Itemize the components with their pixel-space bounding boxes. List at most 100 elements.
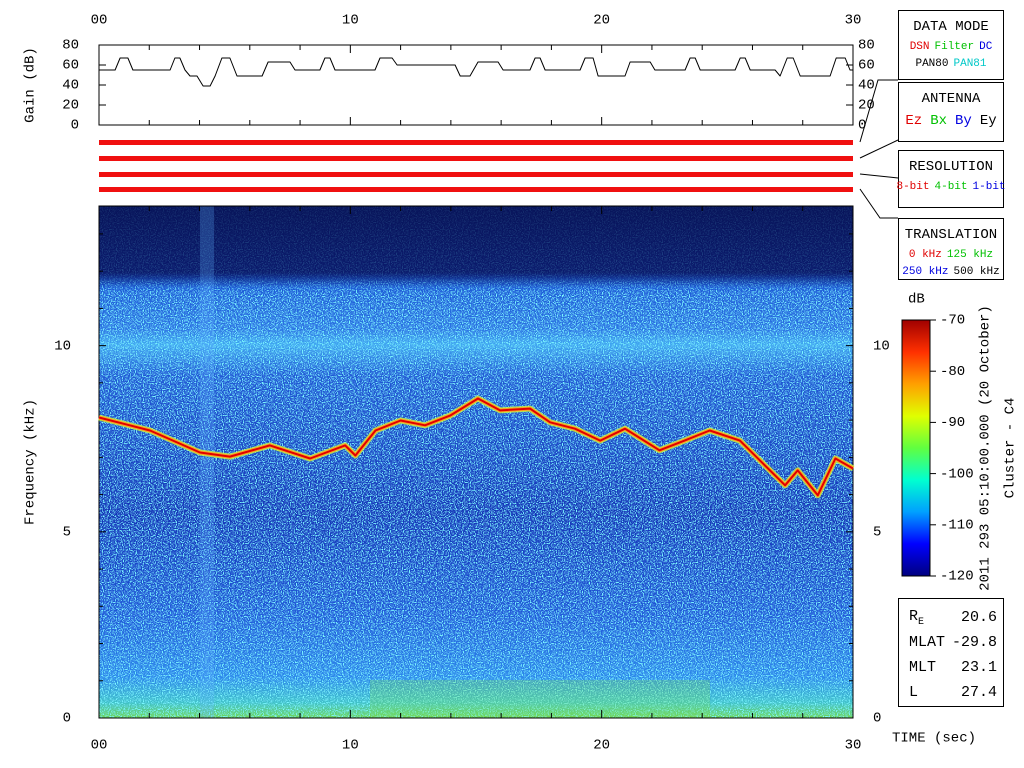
y-tick-label: 20 xyxy=(858,98,875,114)
panel-item: DSN xyxy=(909,41,930,53)
panel-item: 8-bit xyxy=(896,181,930,193)
info-box: RE 20.6 MLAT -29.8 MLT 23.1 L 27.4 xyxy=(898,598,1004,707)
panel-item: PAN81 xyxy=(953,58,987,70)
mode-bar xyxy=(99,140,853,145)
panel-item: PAN80 xyxy=(915,58,949,70)
y-tick-label: 10 xyxy=(873,338,890,354)
connectors xyxy=(859,79,899,219)
x-axis-label: TIME (sec) xyxy=(892,731,976,747)
mode-bar xyxy=(99,172,853,177)
x-tick-label: 10 xyxy=(342,738,359,754)
panel: ANTENNA Ez Bx By Ey xyxy=(898,82,1004,142)
info-value: 27.4 xyxy=(960,684,997,701)
panel-item: By xyxy=(955,113,972,129)
panel: TRANSLATION 0 kHz 125 kHz 250 kHz 500 kHz xyxy=(898,218,1004,280)
panel-row: Ez Bx By Ey xyxy=(899,113,1003,129)
info-row: L 27.4 xyxy=(909,680,997,705)
x-tick-label: 00 xyxy=(91,13,108,29)
info-row: MLAT -29.8 xyxy=(909,630,997,655)
spectrogram-image xyxy=(99,206,853,718)
colorbar-tick-label: -90 xyxy=(940,415,965,431)
colorbar-tick-label: -70 xyxy=(940,313,965,329)
y-tick-label: 80 xyxy=(858,38,875,54)
colorbar-tick-label: -120 xyxy=(940,569,974,585)
panel-item: Bx xyxy=(930,113,947,129)
mode-bars xyxy=(99,140,853,192)
panel-row: DSN Filter DC xyxy=(899,41,1003,53)
info-row: MLT 23.1 xyxy=(909,655,997,680)
panel: DATA MODE DSN Filter DC PAN80 PAN81 xyxy=(898,10,1004,80)
panel-item: DC xyxy=(979,41,993,53)
x-tick-label: 10 xyxy=(342,13,359,29)
y-tick-label: 0 xyxy=(71,118,79,134)
y-tick-label: 60 xyxy=(62,58,79,74)
panel-item: Ez xyxy=(905,113,923,129)
panel-title: RESOLUTION xyxy=(908,159,993,175)
connector xyxy=(859,173,899,179)
colorbar xyxy=(902,320,930,576)
panel-item: 500 kHz xyxy=(953,266,1000,278)
info-row: RE 20.6 xyxy=(909,605,997,630)
info-label-text: MLT xyxy=(909,659,937,676)
panel-row: 250 kHz 500 kHz xyxy=(899,266,1003,278)
info-label-text: MLAT xyxy=(909,634,946,651)
x-tick-label: 00 xyxy=(91,738,108,754)
panel-item: 1-bit xyxy=(972,181,1006,193)
gain-frame xyxy=(98,44,854,126)
info-label-text: L xyxy=(909,684,919,701)
series-line xyxy=(98,397,854,497)
annotation: Cluster - C4 xyxy=(1003,398,1019,499)
x-tick-label: 30 xyxy=(845,13,862,29)
connector xyxy=(859,139,899,159)
x-tick-label: 20 xyxy=(593,738,610,754)
colorbar-tick-label: -100 xyxy=(940,466,974,482)
mode-bar xyxy=(99,156,853,161)
spectrogram-frame xyxy=(98,205,854,719)
x-tick-label: 20 xyxy=(593,13,610,29)
info-value: 20.6 xyxy=(960,609,997,626)
y-tick-label: 5 xyxy=(63,525,71,541)
y-tick-label: 5 xyxy=(873,525,881,541)
y-tick-label: 40 xyxy=(62,78,79,94)
colorbar-label: dB xyxy=(908,292,925,308)
panel-title: DATA MODE xyxy=(913,19,989,35)
low-freq-band xyxy=(370,680,710,718)
info-label-text: R xyxy=(909,607,919,625)
panel-item: Ey xyxy=(979,113,997,129)
panel-row: 0 kHz 125 kHz xyxy=(899,249,1003,261)
panel-item: 4-bit xyxy=(934,181,968,193)
panel: RESOLUTION 8-bit 4-bit 1-bit xyxy=(896,150,1006,208)
y-tick-label: 80 xyxy=(62,38,79,54)
y-tick-label: 20 xyxy=(62,98,79,114)
info-value: 23.1 xyxy=(960,659,997,676)
connector xyxy=(859,79,898,143)
y-tick-label: 0 xyxy=(873,711,881,727)
panel-title: TRANSLATION xyxy=(904,227,998,243)
info-label: MLAT xyxy=(909,634,945,651)
y-tick-label: 0 xyxy=(63,711,71,727)
info-label-sub: E xyxy=(918,616,925,628)
panel-item: 0 kHz xyxy=(908,249,942,261)
x-tick-label: 30 xyxy=(845,738,862,754)
annotation: 2011 293 05:10:00.000 (20 October) xyxy=(978,305,994,591)
panel-row: PAN80 PAN81 xyxy=(899,58,1003,70)
colorbar-frame xyxy=(901,319,931,577)
connector xyxy=(859,188,898,219)
info-value: -29.8 xyxy=(951,634,997,651)
y-axis-label: Gain (dB) xyxy=(23,47,39,123)
panel-item: Filter xyxy=(934,41,975,53)
panel-item: 250 kHz xyxy=(902,266,949,278)
interference-stripe xyxy=(200,206,214,718)
y-tick-label: 0 xyxy=(858,118,866,134)
info-label: L xyxy=(909,684,918,701)
y-axis-label: Frequency (kHz) xyxy=(23,399,39,525)
panel-title: ANTENNA xyxy=(921,91,981,107)
spectrogram-noise xyxy=(99,206,853,718)
panel-item: 125 kHz xyxy=(946,249,994,261)
info-label: RE xyxy=(909,608,924,628)
info-label: MLT xyxy=(909,659,936,676)
series-line xyxy=(99,57,853,87)
mode-bar xyxy=(99,187,853,192)
